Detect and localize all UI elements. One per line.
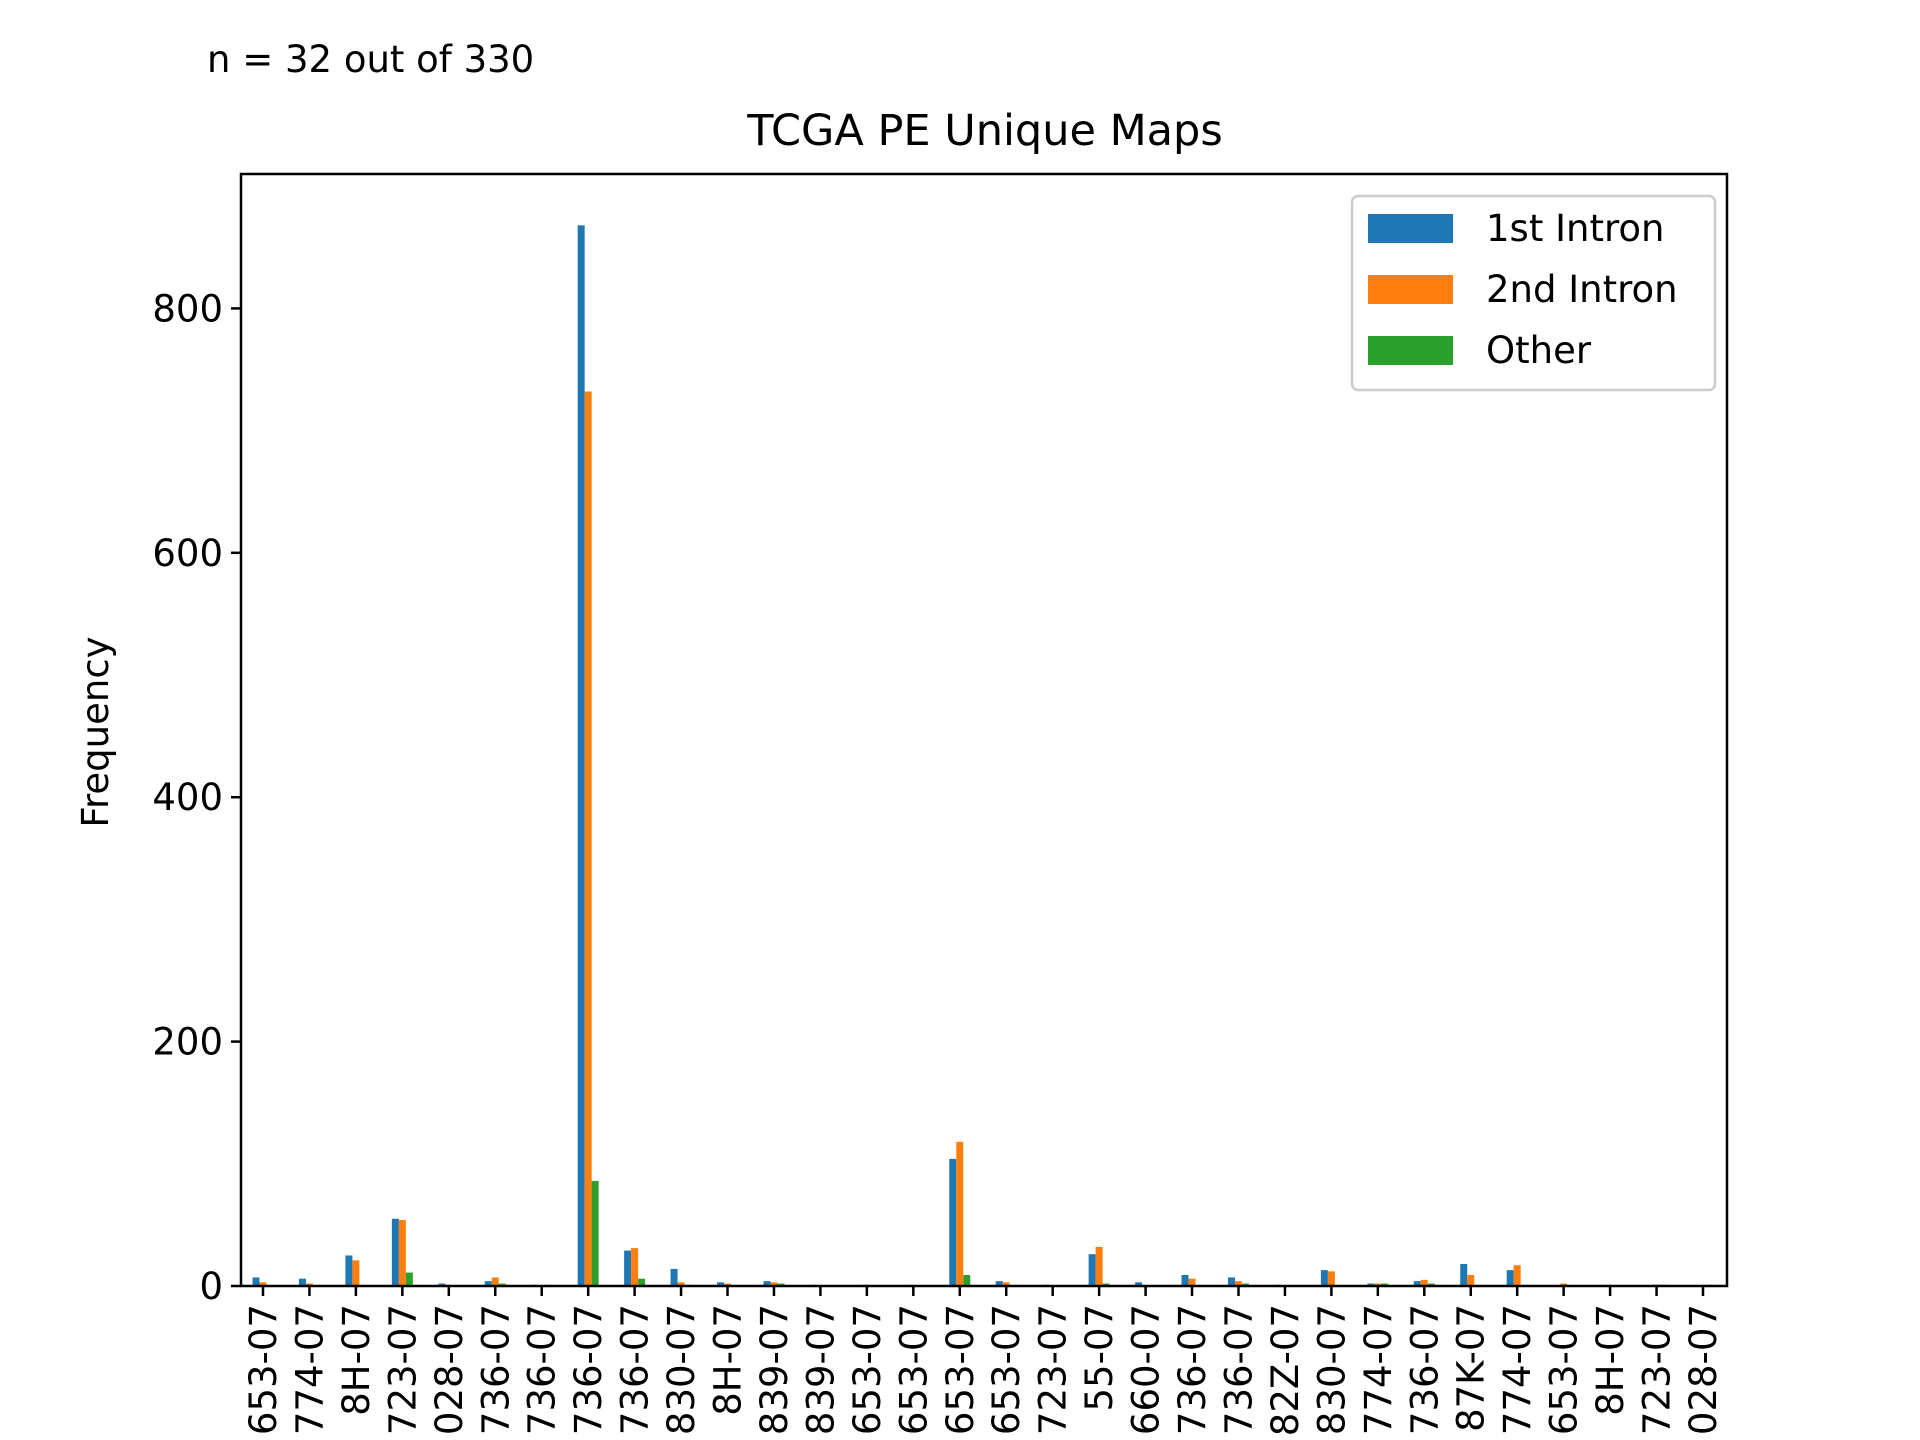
- x-tick-label: 736-07: [1403, 1304, 1446, 1435]
- bar-2nd-intron-0: [259, 1282, 267, 1286]
- bar-1st-intron-25: [1413, 1281, 1421, 1286]
- bar-1st-intron-5: [484, 1281, 492, 1286]
- bar-2nd-intron-8: [631, 1248, 639, 1286]
- x-tick-label: 723-07: [1032, 1304, 1075, 1435]
- bar-1st-intron-11: [763, 1281, 771, 1286]
- bar-1st-intron-3: [391, 1218, 399, 1286]
- bar-1st-intron-23: [1320, 1270, 1328, 1286]
- y-tick-label: 600: [152, 532, 223, 575]
- x-tick-label: 653-07: [985, 1304, 1028, 1435]
- legend-swatch-1st-intron: [1368, 214, 1453, 243]
- bar-1st-intron-27: [1506, 1270, 1514, 1286]
- x-tick-label: 653-07: [1543, 1304, 1586, 1435]
- bar-2nd-intron-23: [1327, 1271, 1335, 1286]
- x-tick-label: 830-07: [660, 1304, 703, 1435]
- x-tick-label: 736-07: [567, 1304, 610, 1435]
- y-axis-label: Frequency: [74, 636, 117, 827]
- bar-other-8: [638, 1278, 646, 1286]
- x-tick-label: 55-07: [1078, 1304, 1121, 1412]
- y-tick-label: 400: [152, 776, 223, 819]
- x-tick-label: 8H-07: [707, 1304, 750, 1416]
- plot-frame: [239, 172, 1729, 1288]
- bar-1st-intron-10: [717, 1282, 725, 1286]
- x-tick-label: 653-07: [846, 1304, 889, 1435]
- bar-1st-intron-15: [949, 1158, 957, 1286]
- x-tick-label: 82Z-07: [1264, 1304, 1307, 1436]
- legend-swatch-2nd-intron: [1368, 275, 1453, 304]
- bar-1st-intron-9: [670, 1268, 678, 1286]
- bar-1st-intron-18: [1088, 1254, 1096, 1286]
- bar-2nd-intron-21: [1234, 1281, 1242, 1286]
- x-tick-label: 87K-07: [1450, 1304, 1493, 1432]
- x-tick-label: 736-07: [1217, 1304, 1260, 1435]
- bar-2nd-intron-3: [398, 1220, 406, 1286]
- bar-1st-intron-26: [1460, 1264, 1468, 1286]
- x-tick-label: 028-07: [1682, 1304, 1725, 1435]
- bar-1st-intron-21: [1227, 1277, 1235, 1286]
- legend-swatch-other: [1368, 336, 1453, 365]
- y-tick-label: 0: [199, 1265, 223, 1308]
- bar-other-7: [591, 1180, 599, 1286]
- legend-label-1st-intron: 1st Intron: [1486, 207, 1664, 250]
- bar-1st-intron-19: [1135, 1282, 1143, 1286]
- y-tick-label: 800: [152, 287, 223, 330]
- x-tick-label: 839-07: [753, 1304, 796, 1435]
- x-tick-label: 774-07: [288, 1304, 331, 1435]
- x-tick-label: 660-07: [1125, 1304, 1168, 1435]
- bar-2nd-intron-20: [1188, 1278, 1196, 1286]
- bar-1st-intron-2: [345, 1255, 353, 1286]
- x-tick-label: 736-07: [614, 1304, 657, 1435]
- x-tick-label: 028-07: [428, 1304, 471, 1435]
- bar-1st-intron-7: [577, 225, 585, 1286]
- x-tick-label: 8H-07: [335, 1304, 378, 1416]
- bar-2nd-intron-16: [1002, 1282, 1010, 1286]
- x-tick-label: 774-07: [1496, 1304, 1539, 1435]
- bar-1st-intron-20: [1181, 1275, 1189, 1286]
- bar-1st-intron-16: [995, 1281, 1003, 1286]
- bar-2nd-intron-11: [770, 1282, 778, 1286]
- y-axis: 0 200 400 600 800: [152, 287, 241, 1308]
- legend: 1st Intron 2nd Intron Other: [1350, 194, 1717, 392]
- x-tick-label: 839-07: [799, 1304, 842, 1435]
- bar-2nd-intron-27: [1513, 1265, 1521, 1286]
- bar-2nd-intron-25: [1420, 1279, 1428, 1286]
- x-tick-label: 774-07: [1357, 1304, 1400, 1435]
- bar-other-15: [963, 1275, 971, 1286]
- x-tick-label: 653-07: [939, 1304, 982, 1435]
- y-tick-label: 200: [152, 1021, 223, 1064]
- x-tick-label: 830-07: [1310, 1304, 1353, 1435]
- bar-2nd-intron-2: [352, 1260, 360, 1286]
- sample-count-annotation: n = 32 out of 330: [207, 38, 534, 81]
- x-tick-label: 8H-07: [1589, 1304, 1632, 1416]
- legend-label-2nd-intron: 2nd Intron: [1486, 268, 1678, 311]
- bar-2nd-intron-5: [491, 1277, 499, 1286]
- x-tick-label: 736-07: [474, 1304, 517, 1435]
- bar-other-3: [405, 1272, 413, 1286]
- bar-2nd-intron-9: [677, 1282, 685, 1286]
- x-axis: 653-07 774-07 8H-07 723-07 028-07 736-07 736-0…: [242, 1286, 1725, 1436]
- bar-1st-intron-8: [624, 1250, 632, 1286]
- x-tick-label: 736-07: [521, 1304, 564, 1435]
- x-tick-label: 723-07: [1636, 1304, 1679, 1435]
- bar-2nd-intron-7: [584, 391, 592, 1286]
- bar-1st-intron-0: [252, 1277, 260, 1286]
- bar-2nd-intron-18: [1095, 1246, 1103, 1286]
- bar-2nd-intron-15: [956, 1141, 964, 1286]
- chart-title: TCGA PE Unique Maps: [746, 106, 1222, 156]
- bar-1st-intron-1: [298, 1278, 306, 1286]
- x-tick-label: 736-07: [1171, 1304, 1214, 1435]
- x-tick-label: 653-07: [892, 1304, 935, 1435]
- bar-2nd-intron-26: [1467, 1275, 1475, 1286]
- x-tick-label: 653-07: [242, 1304, 285, 1435]
- legend-label-other: Other: [1486, 329, 1592, 372]
- x-tick-label: 723-07: [381, 1304, 424, 1435]
